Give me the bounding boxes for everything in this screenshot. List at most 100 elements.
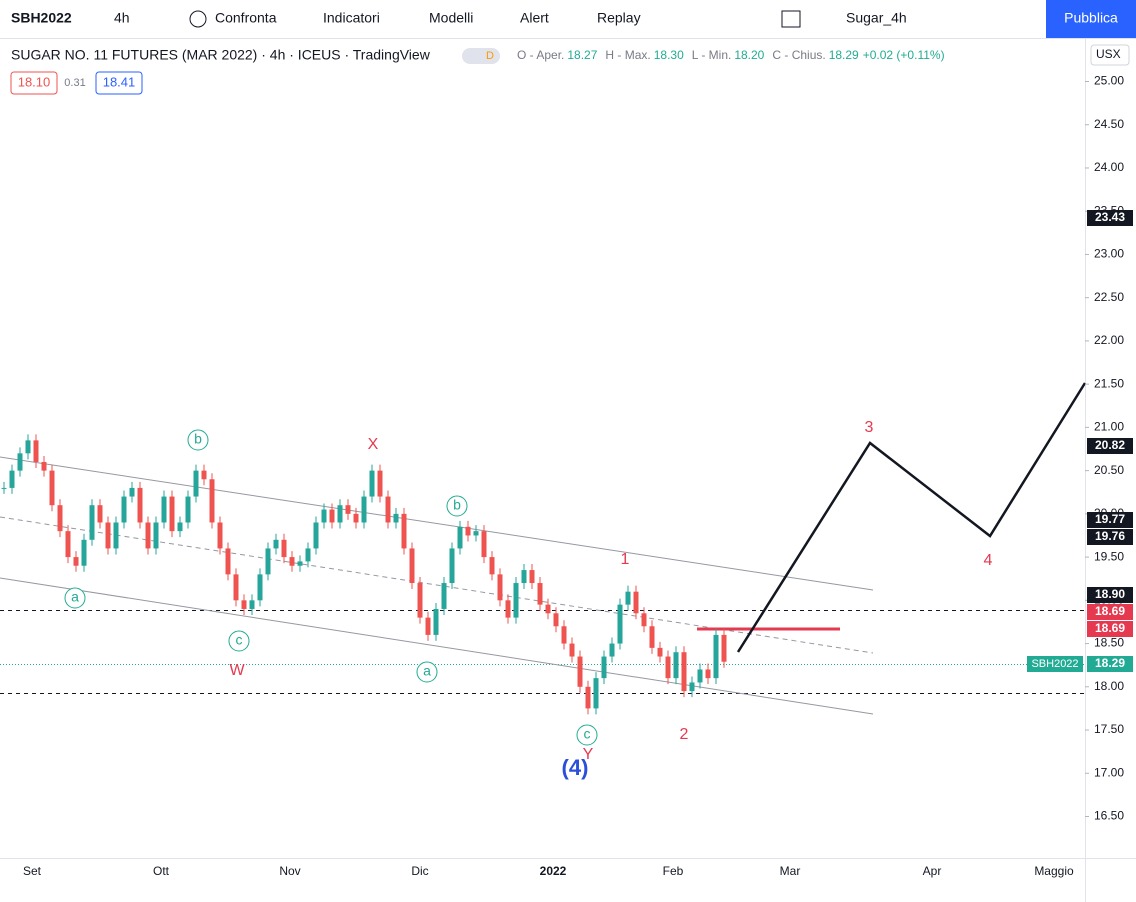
publish-button[interactable] — [1046, 0, 1136, 38]
wave-circle — [64, 587, 86, 609]
candle-body — [249, 600, 255, 609]
toolbar-item[interactable]: Replay — [597, 10, 641, 26]
price-tag — [1087, 621, 1133, 637]
candle-body — [681, 652, 687, 692]
layout-name[interactable]: Sugar_4h — [846, 10, 907, 26]
candle-body — [569, 643, 575, 657]
time-label: Nov — [279, 864, 300, 878]
candle-body — [641, 613, 647, 627]
wave-label: Y — [583, 746, 594, 763]
icon — [189, 10, 207, 28]
price-label: 21.50 — [1094, 376, 1124, 390]
price-tag-label: 23.43 — [1095, 210, 1125, 224]
candle-body — [377, 470, 383, 497]
ohlc-label: C - Chius. — [772, 48, 825, 62]
candle-body — [265, 548, 271, 575]
candle-body — [161, 496, 167, 523]
candle-body — [217, 522, 223, 549]
candle-body — [177, 522, 183, 532]
price-label: 16.50 — [1094, 809, 1124, 823]
price-tag-label: 18.29 — [1095, 656, 1125, 670]
interval[interactable]: 4h — [114, 10, 130, 26]
candle-body — [9, 470, 15, 488]
candle-body — [337, 505, 343, 523]
candle-body — [289, 557, 295, 566]
wave-label: 4 — [984, 552, 993, 569]
time-label: Maggio — [1034, 864, 1074, 878]
candle-body — [313, 522, 319, 549]
currency[interactable]: USX — [1096, 47, 1121, 61]
toolbar-item[interactable]: Indicatori — [323, 10, 380, 26]
candle-body — [281, 539, 287, 558]
candle-body — [585, 686, 591, 709]
price-tag — [1087, 604, 1133, 620]
symbol[interactable]: SBH2022 — [11, 10, 72, 26]
candle-body — [321, 509, 327, 523]
price-tag-label: 18.69 — [1095, 604, 1125, 618]
candle-body — [105, 522, 111, 549]
ohlc-value: 18.27 — [567, 48, 597, 62]
candle-body — [545, 604, 551, 614]
candle-body — [361, 496, 367, 523]
ohlc-value: 18.30 — [654, 48, 684, 62]
candle-body — [73, 557, 79, 566]
candle-body — [185, 496, 191, 523]
icon[interactable] — [781, 10, 801, 28]
candle-body — [113, 522, 119, 549]
currency-box[interactable] — [1090, 44, 1130, 66]
candle-body — [457, 526, 463, 549]
candle-body — [329, 509, 335, 523]
candle-body — [89, 505, 95, 540]
wave-label: a — [71, 589, 79, 605]
price-tag — [1087, 656, 1133, 672]
candle-body — [625, 591, 631, 605]
candle-body — [665, 656, 671, 679]
publish-label[interactable]: Pubblica — [1064, 10, 1118, 26]
candle-body — [673, 652, 679, 679]
candle-body — [97, 505, 103, 523]
change: +0.02 (+0.11%) — [863, 48, 945, 62]
candle-body — [489, 557, 495, 575]
candle-body — [721, 634, 727, 662]
toolbar-item[interactable]: Confronta — [215, 10, 277, 26]
candle-body — [513, 583, 519, 618]
candle-body — [41, 461, 47, 471]
wave-label: b — [194, 431, 202, 447]
candle-body — [433, 608, 439, 635]
wave-circle — [228, 630, 250, 652]
ohlc-label: L - Min. — [692, 48, 732, 62]
wave-label: a — [423, 663, 431, 679]
candle-body — [153, 522, 159, 549]
candle-body — [713, 634, 719, 679]
time-label: Dic — [411, 864, 428, 878]
ohlc-value: 18.29 — [829, 48, 859, 62]
symbol-tag — [1027, 656, 1083, 672]
candle-body — [393, 513, 399, 523]
toolbar-item[interactable]: Alert — [520, 10, 549, 26]
candle-body — [169, 496, 175, 532]
candle-body — [25, 440, 31, 454]
candle-body — [633, 591, 639, 614]
wave-label: b — [453, 497, 461, 513]
candle-body — [577, 656, 583, 687]
ask: 18.41 — [103, 74, 136, 89]
candle-body — [297, 561, 303, 566]
toolbar-item[interactable]: Modelli — [429, 10, 473, 26]
price-label: 22.00 — [1094, 333, 1124, 347]
candle-body — [609, 643, 615, 657]
channel-line — [0, 456, 874, 591]
wave-label: 2 — [680, 726, 689, 743]
ohlc-value: 18.20 — [734, 48, 764, 62]
price-label: 19.50 — [1094, 549, 1124, 563]
candle-body — [473, 531, 479, 536]
price-label: 25.00 — [1094, 74, 1124, 88]
price-tag — [1087, 512, 1133, 528]
candle-body — [81, 539, 87, 566]
time-label: Mar — [780, 864, 801, 878]
candle-body — [209, 479, 215, 523]
toolbar — [0, 0, 1136, 38]
candles — [1, 434, 727, 715]
candle-body — [497, 574, 503, 601]
price-tag — [1087, 438, 1133, 454]
candle-body — [649, 626, 655, 648]
